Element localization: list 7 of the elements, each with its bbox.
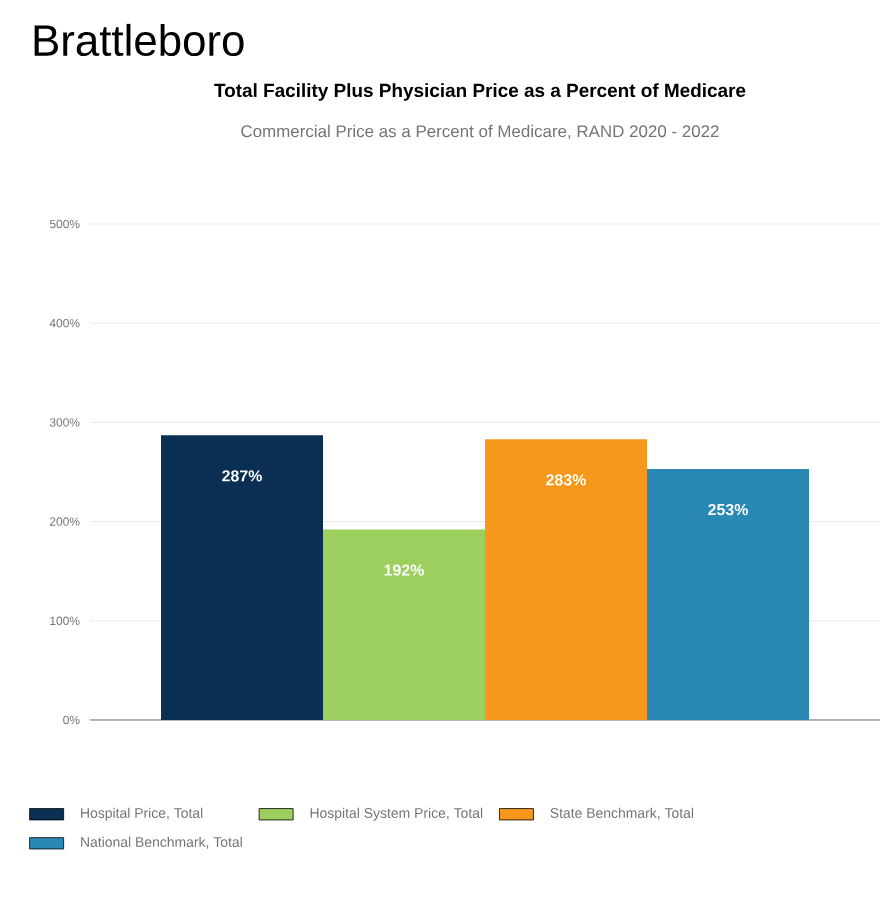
text: Commercial Price as a Percent of Medicare, RAND 2020 - 2022	[241, 124, 719, 140]
bar	[647, 469, 810, 720]
chart-title: Brattleboro	[34, 23, 244, 57]
bar	[161, 435, 323, 720]
bar	[323, 529, 485, 720]
chart-subtitle: Total Facility Plus Physician Price as a Percent of Medicare	[214, 83, 746, 101]
bar	[485, 439, 647, 720]
